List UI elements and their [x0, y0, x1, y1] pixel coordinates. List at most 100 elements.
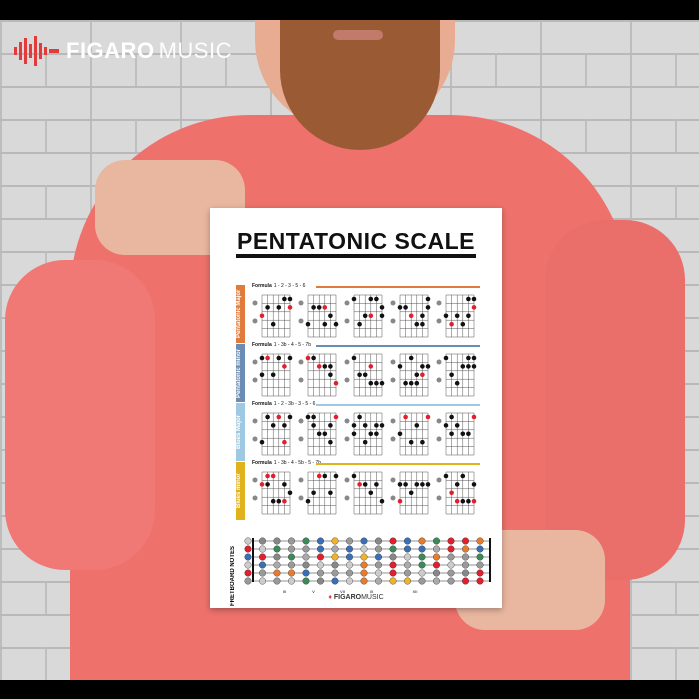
scale-note-dot — [420, 313, 425, 319]
scale-note-dot — [259, 372, 265, 378]
formula: Formula 1 - 2 - 3 - 5 - 6 — [252, 283, 306, 289]
scale-note-dot — [311, 414, 316, 420]
scale-note-dot — [449, 372, 454, 378]
note-dot — [374, 537, 382, 545]
scale-note-dot — [368, 313, 374, 319]
scale-note-dot — [471, 364, 477, 369]
scale-note-dot — [357, 482, 362, 487]
note-dot — [461, 561, 469, 569]
note-dot — [273, 569, 281, 577]
note-dot — [476, 553, 484, 561]
scale-diagram — [344, 471, 385, 515]
note-dot — [389, 569, 397, 577]
scale-note-dot — [454, 498, 460, 504]
note-dot — [244, 569, 252, 577]
scale-note-dot — [357, 321, 362, 327]
note-dot — [360, 569, 368, 577]
scale-note-dot — [287, 296, 293, 302]
scale-note-dot — [471, 296, 477, 302]
scale-note-dot — [454, 482, 460, 487]
note-dot — [461, 569, 469, 577]
scale-note-dot — [328, 490, 333, 496]
note-dot — [418, 537, 426, 545]
note-dot — [259, 537, 267, 545]
scale-note-dot — [408, 355, 414, 361]
root-marker — [344, 300, 350, 306]
note-dot — [331, 545, 339, 553]
scale-note-dot — [425, 364, 431, 369]
scale-note-dot — [362, 482, 368, 487]
scale-note-dot — [449, 431, 454, 437]
scale-note-dot — [351, 423, 357, 428]
scale-note-dot — [305, 498, 311, 504]
scale-note-dot — [362, 313, 368, 319]
note-dot — [403, 553, 411, 561]
scale-note-dot — [265, 355, 270, 361]
note-dot — [461, 553, 469, 561]
scale-note-dot — [374, 296, 379, 302]
note-dot — [302, 561, 310, 569]
scale-note-dot — [311, 305, 316, 310]
root-marker — [436, 418, 442, 424]
scale-note-dot — [276, 498, 282, 504]
scale-note-dot — [466, 296, 471, 302]
root-marker — [298, 418, 304, 424]
root-marker — [344, 377, 350, 383]
root-marker — [390, 377, 396, 383]
scale-note-dot — [374, 482, 379, 487]
note-dot — [273, 553, 281, 561]
formula: Formula 1 - 3b - 4 - 5 - 7b — [252, 342, 311, 348]
root-marker — [436, 377, 442, 383]
note-dot — [418, 569, 426, 577]
scale-note-dot — [259, 439, 265, 445]
note-dot — [316, 577, 324, 585]
scale-note-dot — [259, 482, 265, 487]
note-dot — [345, 553, 353, 561]
root-marker — [298, 495, 304, 501]
footer-logo-icon: ♦ — [328, 594, 332, 601]
root-marker — [390, 318, 396, 324]
scale-note-dot — [351, 431, 357, 437]
note-dot — [432, 569, 440, 577]
note-dot — [302, 553, 310, 561]
note-dot — [447, 553, 455, 561]
formula-line — [316, 286, 480, 288]
note-dot — [360, 553, 368, 561]
root-marker — [298, 300, 304, 306]
scale-note-dot — [282, 364, 287, 369]
scale-note-dot — [351, 296, 357, 302]
scale-note-dot — [270, 321, 276, 327]
scale-diagram — [390, 471, 431, 515]
note-dot — [288, 537, 296, 545]
scale-note-dot — [362, 372, 368, 378]
section-label: Pentatonic minor — [236, 348, 242, 398]
scale-note-dot — [471, 355, 477, 361]
scale-note-dot — [322, 364, 328, 369]
note-dot — [316, 553, 324, 561]
scale-section: Blues Major Formula 1 - 2 - 3b - 3 - 5 - … — [236, 401, 480, 461]
fret-marker: IX — [370, 589, 374, 594]
note-dot — [476, 577, 484, 585]
note-dot — [331, 561, 339, 569]
scale-note-dot — [454, 313, 460, 319]
fretboard-chart: III V VII IX XII — [244, 537, 491, 594]
scale-note-dot — [466, 364, 471, 369]
note-dot — [461, 545, 469, 553]
scale-note-dot — [379, 380, 385, 386]
scale-note-dot — [316, 473, 322, 479]
scale-note-dot — [368, 431, 374, 437]
note-dot — [259, 553, 267, 561]
scale-note-dot — [333, 321, 339, 327]
note-dot — [432, 553, 440, 561]
root-marker — [252, 359, 258, 365]
scale-note-dot — [414, 423, 420, 428]
note-dot — [345, 569, 353, 577]
formula-line — [316, 345, 480, 347]
scale-note-dot — [259, 313, 265, 319]
scale-diagram — [298, 353, 339, 397]
root-marker — [436, 300, 442, 306]
note-dot — [389, 545, 397, 553]
note-dot — [316, 569, 324, 577]
note-dot — [432, 577, 440, 585]
scale-note-dot — [397, 305, 403, 310]
